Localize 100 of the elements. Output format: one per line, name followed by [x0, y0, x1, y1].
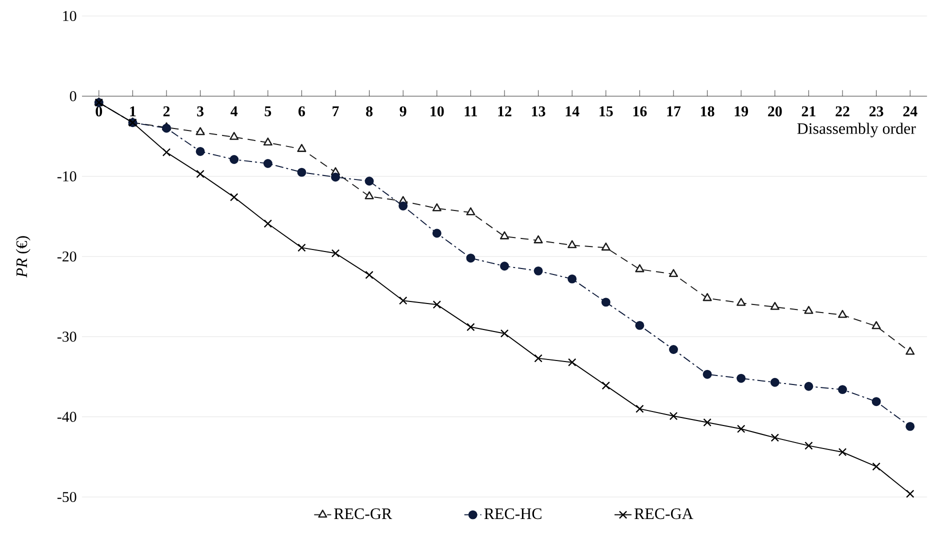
- point: [770, 378, 780, 387]
- point: [162, 124, 171, 133]
- legend-label: REC-HC: [484, 508, 542, 520]
- point: [872, 462, 880, 471]
- point: [534, 235, 543, 244]
- point: [432, 300, 442, 309]
- x-tick-label: 2: [163, 106, 170, 116]
- point: [601, 242, 610, 251]
- y-tick-label: -10: [57, 171, 76, 182]
- x-tick-label: 19: [734, 106, 748, 116]
- x-tick-label: 10: [430, 106, 444, 116]
- point: [804, 382, 814, 391]
- point: [365, 270, 374, 280]
- point: [263, 159, 272, 168]
- point: [602, 381, 610, 390]
- point: [298, 244, 306, 252]
- point: [838, 310, 848, 318]
- x-tick-label: 9: [400, 106, 406, 116]
- point: [669, 345, 678, 354]
- point: [230, 193, 238, 202]
- point: [432, 228, 442, 238]
- point: [230, 155, 239, 164]
- x-tick-label: 18: [701, 106, 714, 116]
- point: [297, 144, 306, 152]
- y-tick-label: -20: [57, 251, 76, 262]
- x-tick-label: 20: [768, 106, 782, 116]
- point: [568, 240, 577, 248]
- point: [906, 422, 915, 431]
- point: [466, 207, 476, 216]
- point: [297, 168, 306, 177]
- point: [804, 442, 813, 450]
- point: [500, 231, 510, 240]
- x-tick-label: 24: [903, 106, 918, 116]
- point: [534, 266, 543, 276]
- point: [703, 418, 712, 427]
- point: [500, 329, 509, 338]
- point: [838, 448, 847, 456]
- x-tick-label: 8: [366, 106, 373, 116]
- point: [534, 354, 542, 362]
- point: [736, 424, 746, 433]
- point: [736, 298, 746, 306]
- point: [331, 172, 340, 182]
- point: [601, 298, 610, 307]
- x-tick-label: 0: [96, 106, 102, 116]
- point: [770, 434, 780, 442]
- point: [500, 262, 509, 271]
- point: [263, 138, 272, 146]
- point: [364, 191, 374, 200]
- point: [635, 264, 644, 272]
- point: [331, 249, 340, 258]
- point: [635, 320, 644, 330]
- x-tick-label: 7: [332, 106, 339, 116]
- point: [736, 374, 746, 383]
- x-tick-label: 6: [298, 106, 305, 116]
- point: [906, 490, 914, 498]
- point: [466, 322, 475, 332]
- point: [838, 385, 847, 394]
- point: [668, 269, 678, 278]
- point: [568, 358, 576, 366]
- x-tick-label: 14: [566, 106, 580, 116]
- x-tick-label: 11: [464, 106, 477, 116]
- point: [872, 321, 881, 330]
- point: [466, 254, 476, 263]
- point: [702, 293, 712, 302]
- point: [770, 302, 780, 310]
- x-tick-label: 21: [802, 106, 816, 116]
- point: [162, 148, 171, 156]
- point: [196, 146, 205, 156]
- point: [398, 202, 408, 210]
- y-axis-title: PR (€): [16, 236, 30, 278]
- point: [364, 176, 374, 186]
- point: [432, 203, 442, 212]
- point: [196, 170, 204, 178]
- x-tick-label: 3: [197, 106, 204, 116]
- point: [804, 306, 814, 314]
- x-axis-title: Disassembly order: [797, 122, 916, 138]
- x-tick-label: 16: [633, 106, 647, 116]
- point: [636, 404, 644, 413]
- y-tick-label: -30: [57, 332, 76, 342]
- x-tick-label: 1: [130, 106, 136, 116]
- point: [872, 397, 881, 406]
- legend-label: REC-GA: [634, 508, 694, 520]
- x-tick-label: 4: [230, 106, 238, 116]
- point: [398, 296, 408, 305]
- point: [196, 127, 205, 136]
- point: [702, 370, 712, 379]
- point: [906, 346, 915, 355]
- x-tick-label: 13: [532, 106, 546, 116]
- legend-label: REC-GR: [334, 508, 392, 520]
- x-tick-label: 17: [667, 106, 681, 116]
- x-tick-label: 12: [498, 106, 512, 116]
- point: [264, 220, 272, 228]
- x-tick-label: 5: [264, 106, 272, 116]
- point: [230, 132, 239, 140]
- x-tick-label: 15: [600, 106, 613, 116]
- x-tick-label: 22: [836, 106, 850, 116]
- y-tick-label: -50: [57, 492, 76, 502]
- point: [669, 412, 678, 420]
- x-tick-label: 23: [869, 106, 884, 116]
- y-tick-label: -40: [57, 412, 76, 422]
